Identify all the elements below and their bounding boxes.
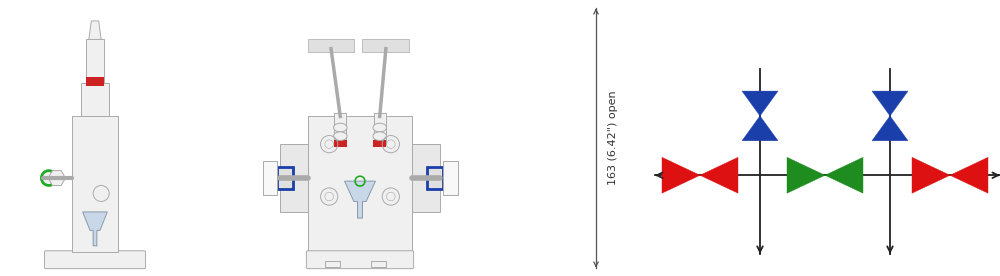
Polygon shape (912, 157, 950, 193)
Bar (308, 39, 354, 52)
Bar (334, 140, 347, 147)
Bar (72, 116, 118, 252)
Polygon shape (89, 21, 101, 39)
Bar (308, 116, 412, 252)
Polygon shape (345, 181, 375, 218)
Ellipse shape (373, 132, 386, 140)
Bar (374, 113, 386, 144)
Bar (371, 261, 386, 267)
Ellipse shape (334, 123, 347, 132)
FancyBboxPatch shape (44, 251, 146, 269)
Ellipse shape (334, 132, 347, 140)
Bar (334, 113, 346, 144)
Bar (263, 161, 277, 195)
Bar (277, 167, 293, 189)
Polygon shape (950, 157, 988, 193)
Polygon shape (48, 171, 65, 185)
Polygon shape (83, 212, 107, 246)
Polygon shape (872, 116, 908, 141)
Text: 163 (6.42") open: 163 (6.42") open (608, 91, 618, 185)
Bar (443, 161, 458, 195)
Bar (427, 167, 443, 189)
Bar (325, 261, 340, 267)
Bar (412, 144, 440, 212)
Polygon shape (872, 91, 908, 116)
Polygon shape (662, 157, 700, 193)
Bar (280, 144, 308, 212)
Polygon shape (825, 157, 863, 193)
Ellipse shape (373, 123, 386, 132)
Polygon shape (787, 157, 825, 193)
Bar (373, 140, 386, 147)
Circle shape (41, 171, 56, 185)
Bar (86, 39, 104, 83)
FancyBboxPatch shape (306, 251, 414, 269)
Polygon shape (742, 91, 778, 116)
Bar (81, 83, 109, 116)
Polygon shape (742, 116, 778, 141)
Bar (86, 77, 104, 86)
Polygon shape (700, 157, 738, 193)
Bar (362, 39, 409, 52)
